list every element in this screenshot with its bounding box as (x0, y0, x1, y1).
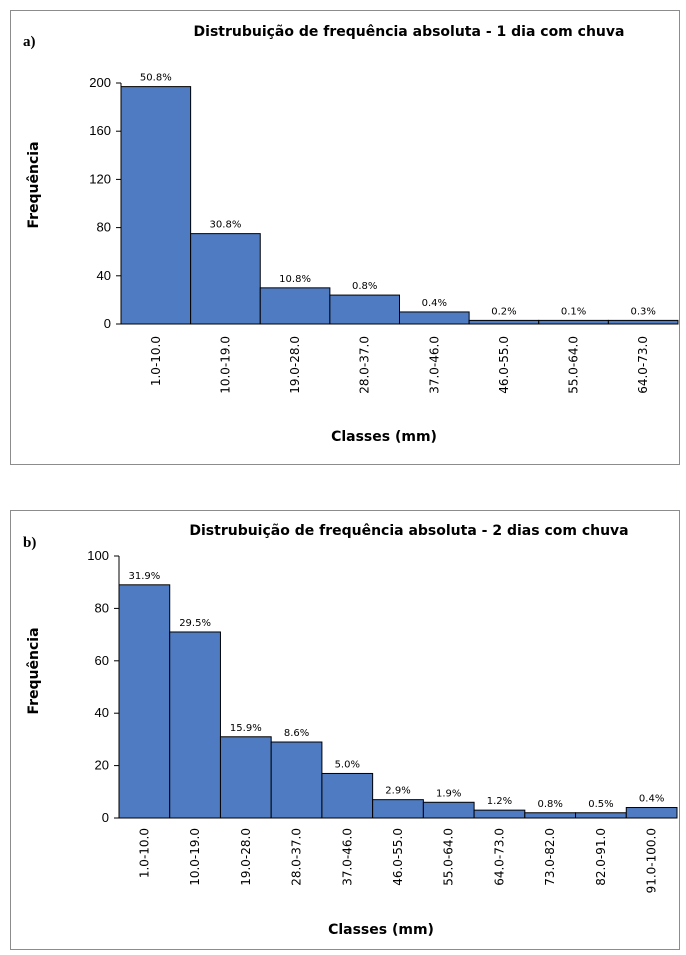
chart-panel-b: b) Distrubuição de frequência absoluta -… (10, 510, 680, 950)
bar (473, 809, 526, 819)
bar (169, 631, 221, 819)
bar (270, 741, 323, 819)
panel-label-a: a) (23, 34, 36, 50)
category-label: 82.0-91.0 (594, 828, 608, 886)
plot-area-a: 0 40 80 120 160 200 50.8% 1.0-10.0 30.8% 10.0-19.… (89, 73, 679, 394)
histogram-chart-b: b) Distrubuição de frequência absoluta -… (23, 523, 678, 938)
y-tick-label: 0 (104, 316, 111, 331)
data-label: 31.9% (128, 571, 160, 582)
chart-title-a: Distrubuição de frequência absoluta - 1 … (194, 24, 625, 40)
y-tick-label: 0 (102, 810, 109, 825)
y-axis-title-a: Frequência (26, 141, 42, 228)
bar (607, 319, 679, 325)
bar (524, 812, 577, 819)
data-label: 8.6% (284, 728, 309, 739)
bar (575, 812, 627, 819)
y-tick-label: 20 (95, 758, 109, 773)
category-label: 28.0-37.0 (290, 828, 304, 886)
category-label: 10.0-19.0 (188, 828, 202, 886)
category-label: 10.0-19.0 (218, 336, 232, 394)
y-tick-label: 60 (95, 653, 109, 668)
y-tick-label: 120 (89, 171, 111, 186)
category-label: 55.0-64.0 (442, 828, 456, 886)
data-label: 0.2% (491, 306, 516, 317)
y-tick-label: 200 (89, 75, 111, 90)
bar (372, 799, 424, 819)
data-label: 0.5% (588, 799, 613, 810)
chart-title-b: Distrubuição de frequência absoluta - 2 … (189, 523, 628, 539)
bar (625, 807, 678, 819)
x-axis-title-b: Classes (mm) (328, 922, 434, 938)
category-label: 1.0-10.0 (149, 336, 163, 386)
bar (321, 772, 374, 819)
plot-area-b: 0 20 40 60 80 100 31.9% 1.0-10.0 29.5% 10.0-19.0 1… (87, 548, 678, 893)
category-label: 46.0-55.0 (497, 336, 511, 394)
y-axis-title-b: Frequência (26, 627, 42, 714)
bar (422, 801, 475, 819)
bar (259, 287, 331, 325)
panel-label-b: b) (23, 535, 36, 551)
bar (538, 319, 609, 325)
bar (468, 319, 540, 325)
bar (120, 86, 192, 325)
category-label: 73.0-82.0 (543, 828, 557, 886)
y-tick-label: 100 (87, 548, 109, 563)
y-tick-label: 160 (89, 123, 111, 138)
data-label: 29.5% (179, 618, 211, 629)
data-label: 0.1% (561, 306, 586, 317)
category-label: 28.0-37.0 (358, 336, 372, 394)
category-label: 19.0-28.0 (239, 828, 253, 886)
data-label: 2.9% (385, 786, 410, 797)
data-label: 30.8% (210, 220, 242, 231)
category-label: 1.0-10.0 (137, 828, 151, 878)
category-label: 46.0-55.0 (391, 828, 405, 886)
bar (190, 233, 261, 325)
category-label: 19.0-28.0 (288, 336, 302, 394)
data-label: 0.3% (630, 306, 655, 317)
y-tick-label: 80 (97, 220, 111, 235)
chart-panel-a: a) Distrubuição de frequência absoluta -… (10, 10, 680, 465)
data-label: 0.8% (352, 281, 377, 292)
histogram-chart-a: a) Distrubuição de frequência absoluta -… (23, 24, 679, 445)
y-tick-label: 40 (97, 268, 111, 283)
data-label: 10.8% (279, 274, 311, 285)
bar (118, 584, 171, 819)
x-axis-title-a: Classes (mm) (331, 429, 437, 445)
bar (219, 736, 272, 819)
category-label: 64.0-73.0 (636, 336, 650, 394)
data-label: 1.2% (487, 796, 512, 807)
category-label: 37.0-46.0 (340, 828, 354, 886)
data-label: 50.8% (140, 73, 172, 84)
category-label: 37.0-46.0 (427, 336, 441, 394)
data-label: 0.8% (537, 799, 562, 810)
data-label: 0.4% (639, 794, 664, 805)
data-label: 1.9% (436, 788, 461, 799)
data-label: 5.0% (335, 759, 360, 770)
y-tick-label: 80 (95, 600, 109, 615)
category-label: 91.0-100.0 (645, 828, 659, 893)
category-label: 55.0-64.0 (567, 336, 581, 394)
y-tick-label: 40 (95, 705, 109, 720)
bar (399, 311, 470, 325)
data-label: 0.4% (422, 298, 447, 309)
bar (329, 294, 400, 325)
category-label: 64.0-73.0 (492, 828, 506, 886)
data-label: 15.9% (230, 723, 262, 734)
